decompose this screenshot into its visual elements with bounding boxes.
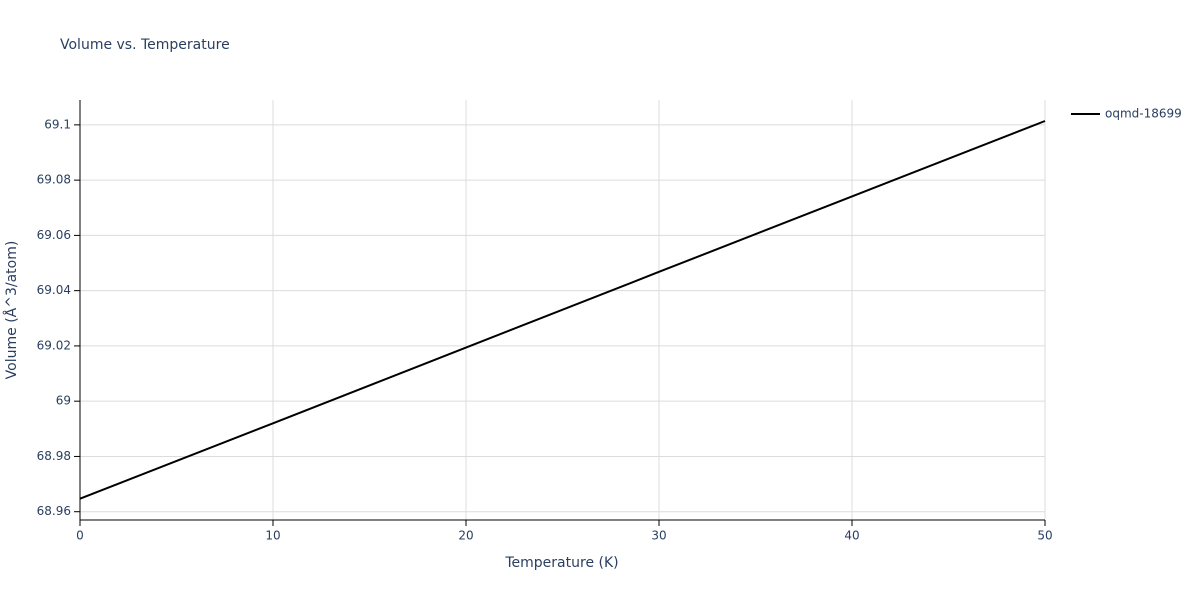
x-tick-label: 50 (1037, 529, 1052, 543)
y-tick-label: 69.1 (44, 117, 71, 131)
y-tick-label: 69.06 (37, 228, 71, 242)
y-tick-label: 68.96 (37, 504, 71, 518)
y-tick-label: 69.02 (37, 338, 71, 352)
x-tick-label: 10 (265, 529, 280, 543)
y-tick-label: 69.04 (37, 283, 71, 297)
y-tick-label: 69 (56, 394, 71, 408)
legend-label: oqmd-18699 (1105, 107, 1182, 121)
x-axis-label: Temperature (K) (504, 555, 618, 571)
y-tick-label: 68.98 (37, 449, 71, 463)
x-tick-label: 30 (651, 529, 666, 543)
x-tick-label: 0 (76, 529, 84, 543)
y-tick-label: 69.08 (37, 173, 71, 187)
data-line (79, 120, 1046, 500)
x-tick-label: 20 (458, 529, 473, 543)
x-tick-label: 40 (844, 529, 859, 543)
y-axis-label: Volume (Å^3/atom) (3, 241, 20, 380)
chart-title: Volume vs. Temperature (60, 37, 230, 53)
